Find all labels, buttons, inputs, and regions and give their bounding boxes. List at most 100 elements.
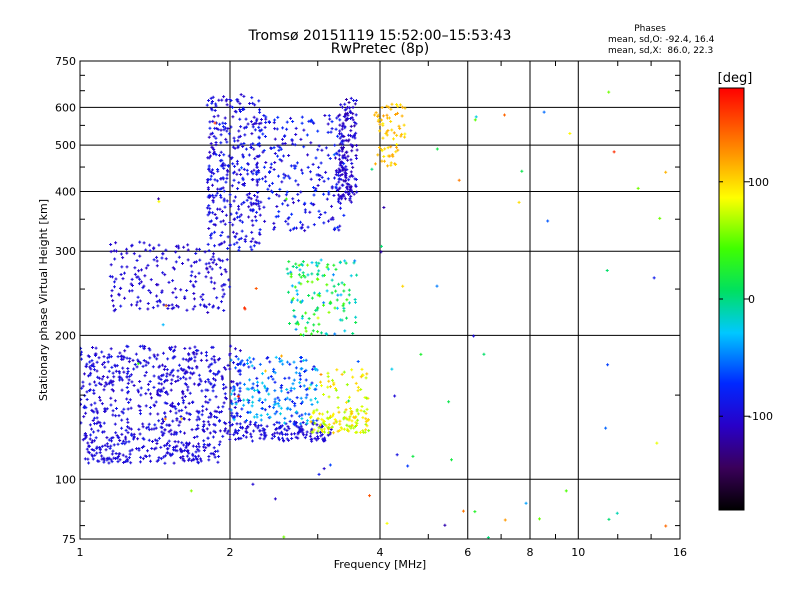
data-point <box>234 402 238 406</box>
data-point <box>234 366 238 370</box>
data-point <box>255 165 259 169</box>
data-point <box>303 436 307 440</box>
data-point <box>257 204 261 208</box>
data-point <box>279 426 283 430</box>
data-point <box>251 101 255 105</box>
data-point <box>237 428 241 432</box>
data-point <box>355 430 359 434</box>
data-point <box>401 284 405 288</box>
data-point <box>224 137 228 141</box>
data-point <box>126 407 130 411</box>
data-point <box>255 180 259 184</box>
data-point <box>233 139 237 143</box>
data-point <box>237 237 241 241</box>
data-point <box>295 266 299 270</box>
data-point <box>292 308 296 312</box>
data-point <box>351 331 355 335</box>
data-point <box>239 362 243 366</box>
data-point <box>343 102 347 106</box>
data-point <box>248 356 252 360</box>
data-point <box>294 371 298 375</box>
data-point <box>88 360 92 364</box>
data-point <box>300 413 304 417</box>
data-point <box>222 197 226 201</box>
data-point <box>109 379 113 383</box>
data-point <box>347 399 351 403</box>
data-point <box>208 150 212 154</box>
data-point <box>167 304 171 308</box>
data-point <box>174 260 178 264</box>
data-point <box>233 431 237 435</box>
data-point <box>216 460 220 464</box>
data-point <box>332 421 336 425</box>
data-point <box>112 249 116 253</box>
data-point <box>135 300 139 304</box>
data-point <box>246 122 250 126</box>
data-point <box>286 222 290 226</box>
data-point <box>157 365 161 369</box>
data-point <box>261 427 265 431</box>
data-point <box>349 143 353 147</box>
data-point <box>286 425 290 429</box>
data-point <box>90 359 94 363</box>
data-point <box>176 402 180 406</box>
data-point <box>89 433 93 437</box>
data-point <box>389 107 393 111</box>
chart-subtitle: RwPretec (8p) <box>331 41 429 57</box>
data-point <box>344 179 348 183</box>
data-point <box>259 413 263 417</box>
data-point <box>171 291 175 295</box>
data-point <box>249 245 253 249</box>
data-point <box>95 369 99 373</box>
data-point <box>278 360 282 364</box>
data-point <box>355 144 359 148</box>
data-point <box>238 372 242 376</box>
data-point <box>194 252 198 256</box>
data-point <box>326 263 330 267</box>
data-point <box>285 428 289 432</box>
data-point <box>273 431 277 435</box>
data-point <box>337 177 341 181</box>
data-point <box>130 433 134 437</box>
data-point <box>228 420 232 424</box>
data-point <box>98 398 102 402</box>
data-point <box>263 428 267 432</box>
data-point <box>301 428 305 432</box>
data-point <box>169 409 173 413</box>
data-point <box>212 377 216 381</box>
data-point <box>245 198 249 202</box>
data-point <box>214 136 218 140</box>
data-point <box>293 166 297 170</box>
data-point <box>215 415 219 419</box>
data-point <box>201 292 205 296</box>
data-point <box>213 244 217 248</box>
data-point <box>367 429 371 433</box>
data-point <box>97 459 101 463</box>
data-point <box>125 375 129 379</box>
data-point <box>340 139 344 143</box>
data-point <box>138 240 142 244</box>
data-point <box>128 374 132 378</box>
data-point <box>233 195 237 199</box>
data-point <box>244 234 248 238</box>
data-point <box>103 365 107 369</box>
data-point <box>170 303 174 307</box>
data-point <box>148 379 152 383</box>
data-point <box>126 431 130 435</box>
data-point <box>221 405 225 409</box>
data-point <box>125 251 129 255</box>
data-point <box>91 409 95 413</box>
data-point <box>172 306 176 310</box>
data-point <box>157 456 161 460</box>
colorbar-gradient <box>718 87 745 511</box>
data-point <box>349 194 353 198</box>
data-point <box>89 367 93 371</box>
data-point <box>218 153 222 157</box>
data-point <box>398 127 402 131</box>
data-point <box>255 117 259 121</box>
data-point <box>274 355 278 359</box>
data-point <box>334 169 338 173</box>
data-point <box>303 275 307 279</box>
data-point <box>263 125 267 129</box>
data-point <box>124 455 128 459</box>
